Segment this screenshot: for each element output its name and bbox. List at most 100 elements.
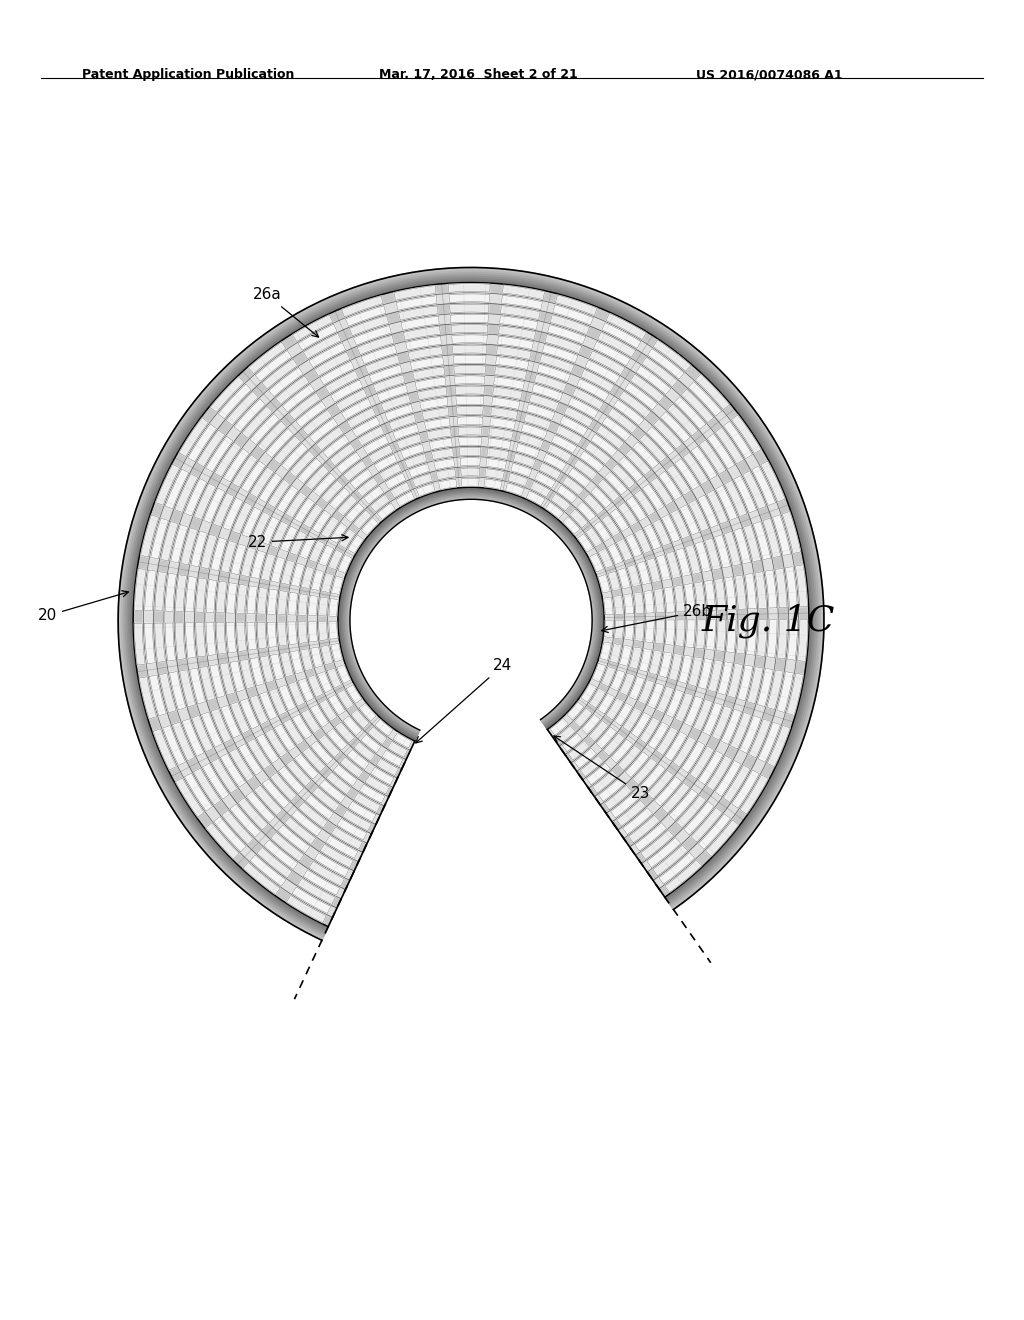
Polygon shape: [726, 620, 736, 652]
Polygon shape: [742, 471, 766, 510]
Text: 26a: 26a: [252, 288, 318, 337]
Polygon shape: [613, 400, 644, 425]
Polygon shape: [275, 376, 309, 404]
Polygon shape: [716, 428, 743, 463]
Polygon shape: [574, 748, 597, 768]
Polygon shape: [484, 479, 502, 490]
Polygon shape: [585, 360, 620, 383]
Polygon shape: [328, 477, 614, 750]
Polygon shape: [270, 653, 284, 680]
Polygon shape: [319, 780, 345, 803]
Polygon shape: [665, 859, 701, 892]
Polygon shape: [255, 351, 292, 381]
Polygon shape: [431, 449, 454, 459]
Polygon shape: [436, 469, 456, 479]
Polygon shape: [329, 622, 338, 639]
Polygon shape: [155, 623, 165, 663]
Polygon shape: [451, 325, 487, 333]
Polygon shape: [314, 853, 349, 876]
Polygon shape: [767, 726, 791, 767]
Polygon shape: [438, 479, 457, 490]
Polygon shape: [172, 722, 195, 760]
Polygon shape: [535, 473, 556, 488]
Polygon shape: [276, 486, 298, 512]
Polygon shape: [396, 434, 422, 449]
Polygon shape: [347, 496, 595, 733]
Polygon shape: [755, 572, 767, 609]
Polygon shape: [395, 491, 415, 507]
Polygon shape: [316, 426, 344, 450]
Polygon shape: [637, 561, 650, 585]
Polygon shape: [666, 552, 680, 578]
Polygon shape: [270, 521, 289, 548]
Polygon shape: [257, 622, 267, 648]
Polygon shape: [708, 433, 734, 469]
Polygon shape: [155, 572, 166, 611]
Polygon shape: [594, 342, 631, 366]
Polygon shape: [328, 668, 341, 688]
Polygon shape: [569, 510, 588, 528]
Polygon shape: [220, 754, 246, 787]
Polygon shape: [303, 870, 340, 895]
Polygon shape: [493, 387, 522, 400]
Polygon shape: [179, 417, 208, 457]
Polygon shape: [337, 453, 360, 474]
Polygon shape: [608, 408, 637, 433]
Polygon shape: [705, 579, 716, 611]
Polygon shape: [589, 351, 625, 375]
Polygon shape: [374, 454, 397, 471]
Polygon shape: [270, 772, 297, 801]
Polygon shape: [247, 586, 257, 614]
Polygon shape: [462, 478, 479, 486]
Polygon shape: [640, 764, 666, 792]
Polygon shape: [309, 540, 325, 562]
Polygon shape: [573, 459, 597, 480]
Polygon shape: [126, 275, 816, 933]
Polygon shape: [660, 412, 690, 442]
Polygon shape: [640, 717, 659, 743]
Polygon shape: [151, 519, 168, 558]
Polygon shape: [638, 680, 654, 705]
Polygon shape: [318, 597, 328, 616]
Polygon shape: [312, 511, 331, 533]
Polygon shape: [676, 620, 685, 647]
Polygon shape: [359, 784, 385, 803]
Polygon shape: [197, 430, 224, 467]
Polygon shape: [289, 393, 321, 420]
Polygon shape: [616, 539, 632, 561]
Polygon shape: [223, 498, 243, 531]
Text: Fig. 1C: Fig. 1C: [701, 603, 835, 638]
Polygon shape: [364, 486, 384, 504]
Polygon shape: [317, 467, 625, 759]
Polygon shape: [616, 800, 645, 826]
Polygon shape: [662, 783, 690, 813]
Polygon shape: [226, 392, 258, 425]
Polygon shape: [143, 293, 799, 917]
Polygon shape: [216, 581, 227, 612]
Polygon shape: [454, 355, 486, 364]
Polygon shape: [656, 554, 671, 581]
Polygon shape: [165, 469, 188, 508]
Polygon shape: [572, 388, 604, 409]
Polygon shape: [669, 653, 682, 681]
Polygon shape: [551, 494, 570, 511]
Polygon shape: [665, 731, 687, 762]
Polygon shape: [635, 529, 651, 553]
Polygon shape: [754, 521, 771, 560]
Polygon shape: [718, 661, 732, 696]
Polygon shape: [543, 345, 578, 363]
Polygon shape: [427, 428, 452, 440]
Polygon shape: [184, 774, 212, 810]
Polygon shape: [336, 389, 368, 411]
Polygon shape: [516, 444, 540, 458]
Text: 23: 23: [554, 737, 650, 801]
Polygon shape: [677, 795, 707, 828]
Polygon shape: [537, 364, 570, 381]
Polygon shape: [581, 684, 597, 702]
Polygon shape: [341, 399, 372, 420]
Polygon shape: [669, 789, 698, 821]
Polygon shape: [654, 589, 665, 612]
Polygon shape: [643, 524, 660, 550]
Polygon shape: [322, 573, 334, 593]
Polygon shape: [134, 623, 145, 665]
